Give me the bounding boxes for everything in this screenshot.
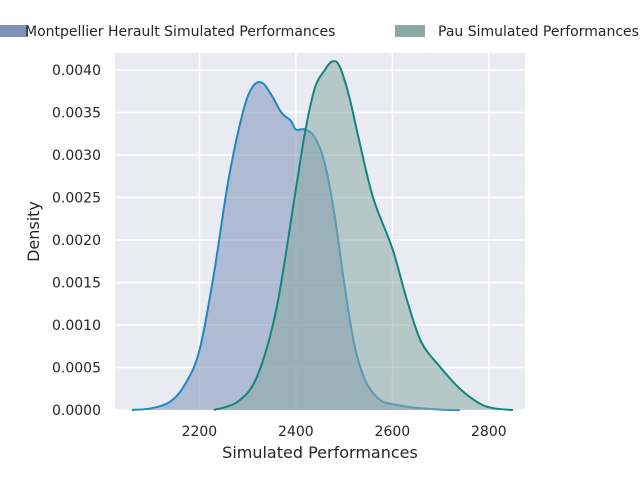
x-tick-label: 2800 <box>471 424 507 440</box>
legend-label-2: Pau Simulated Performances <box>438 24 639 40</box>
x-tick-label: 2400 <box>278 424 314 440</box>
legend-swatch-1 <box>0 25 28 37</box>
y-tick-label: 0.0040 <box>52 63 101 79</box>
x-tick-label: 2600 <box>375 424 411 440</box>
x-axis-ticks: 2200 2400 2600 2800 <box>182 424 507 440</box>
x-axis-label: Simulated Performances <box>222 443 418 462</box>
legend-label-1: Montpellier Herault Simulated Performanc… <box>25 24 335 40</box>
density-area-2 <box>213 61 513 411</box>
x-tick-label: 2200 <box>182 424 218 440</box>
y-tick-label: 0.0035 <box>52 106 101 122</box>
y-tick-label: 0.0000 <box>52 403 101 419</box>
y-tick-label: 0.0025 <box>52 191 101 207</box>
y-axis-label: Density <box>24 201 43 262</box>
y-tick-label: 0.0015 <box>52 276 101 292</box>
legend-swatch-2 <box>395 25 425 37</box>
y-tick-label: 0.0005 <box>52 361 101 377</box>
legend: Montpellier Herault Simulated Performanc… <box>0 24 639 40</box>
y-tick-label: 0.0030 <box>52 148 101 164</box>
series-layer <box>131 60 514 411</box>
y-tick-label: 0.0010 <box>52 318 101 334</box>
y-tick-label: 0.0020 <box>52 233 101 249</box>
y-axis-ticks: 0.0000 0.0005 0.0010 0.0015 0.0020 0.0025 0.00… <box>52 63 101 419</box>
density-line-2 <box>213 60 514 411</box>
